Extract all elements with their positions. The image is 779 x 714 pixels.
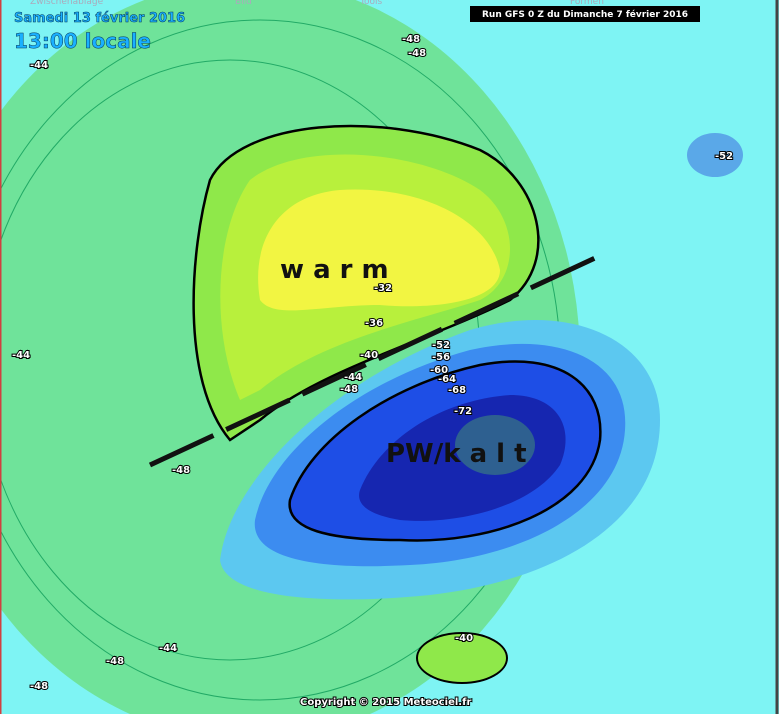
contour-label: -52 <box>432 340 450 351</box>
copyright: Copyright © 2015 Meteociel.fr <box>300 697 471 708</box>
contour-label: -48 <box>106 656 124 667</box>
contour-label: -44 <box>12 350 30 361</box>
warm-spot <box>416 632 508 684</box>
cold-spot <box>687 133 743 177</box>
toolbar-item: Zwischenablage <box>30 0 104 7</box>
contour-label: -48 <box>402 34 420 45</box>
contour-label: -56 <box>432 352 450 363</box>
contour-label: -44 <box>30 60 48 71</box>
warm-label: w a r m <box>280 255 389 285</box>
contour-label: -48 <box>172 465 190 476</box>
toolbar-item: Tools <box>359 0 382 7</box>
contour-label: -32 <box>374 283 392 294</box>
contour-label: -72 <box>454 406 472 417</box>
contour-label: -44 <box>344 372 362 383</box>
date: Samedi 13 février 2016 <box>14 11 185 26</box>
contour-label: -48 <box>340 384 358 395</box>
contour-label: -64 <box>438 374 456 385</box>
cold-center <box>455 415 535 475</box>
contour-label: -40 <box>455 633 473 644</box>
contour-label: -48 <box>408 48 426 59</box>
toolbar-item: Bild <box>235 0 252 7</box>
run-banner <box>470 6 700 22</box>
contour-label: -44 <box>159 643 177 654</box>
contour-label: -48 <box>30 681 48 692</box>
contour-label: -40 <box>360 350 378 361</box>
contour-label: -68 <box>448 385 466 396</box>
time: 13:00 locale <box>14 29 151 53</box>
contour-label: -36 <box>365 318 383 329</box>
contour-label: -52 <box>715 151 733 162</box>
warm-zone-core <box>258 189 500 311</box>
cold-label: PW/k a l t <box>386 439 527 469</box>
contour-label: -60 <box>430 365 448 376</box>
run-text: Run GFS 0 Z du Dimanche 7 février 2016 <box>482 9 688 20</box>
toolbar-item: Formen <box>570 0 604 7</box>
